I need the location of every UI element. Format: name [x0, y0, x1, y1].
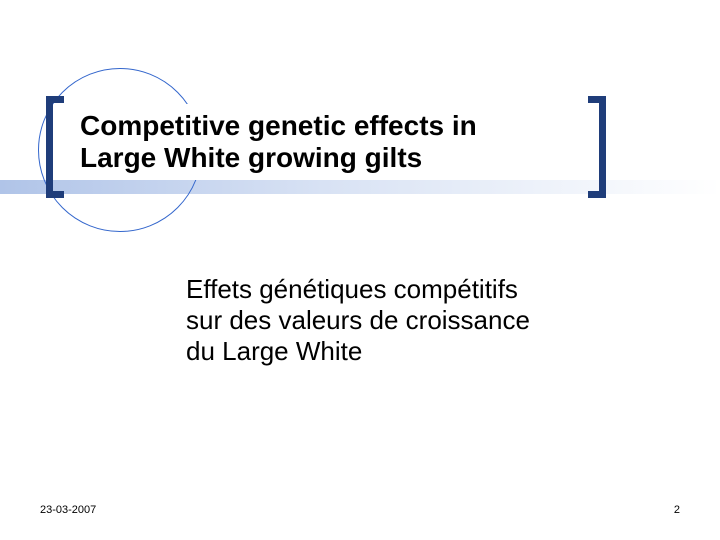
subtitle-block: Effets génétiques compétitifs sur des va… — [186, 274, 626, 368]
bracket-left — [46, 96, 64, 198]
title-box: Competitive genetic effects in Large Whi… — [70, 104, 580, 180]
subtitle-line-1: Effets génétiques compétitifs — [186, 274, 626, 305]
footer-date: 23-03-2007 — [40, 504, 96, 516]
footer-page-number: 2 — [674, 504, 680, 516]
title-line-1: Competitive genetic effects in — [80, 110, 570, 142]
subtitle-line-3: du Large White — [186, 336, 626, 367]
header-area: Competitive genetic effects in Large Whi… — [0, 0, 720, 230]
subtitle-line-2: sur des valeurs de croissance — [186, 305, 626, 336]
title-line-2: Large White growing gilts — [80, 142, 570, 174]
bracket-right — [588, 96, 606, 198]
